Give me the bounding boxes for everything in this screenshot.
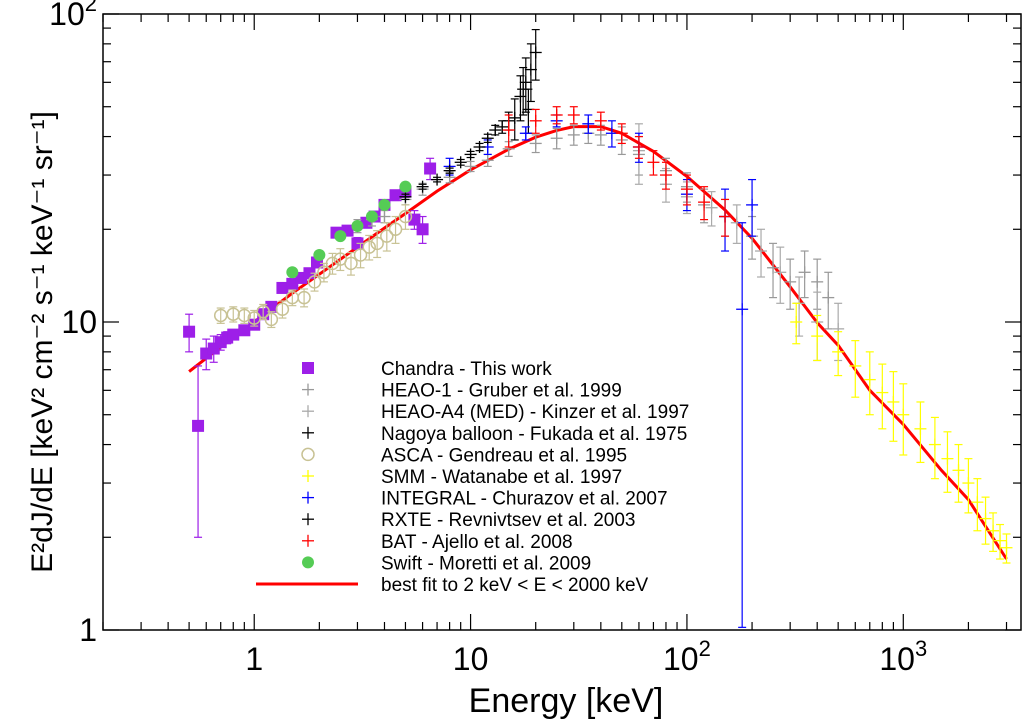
marker-open-circle <box>297 290 311 305</box>
legend-entry: INTEGRAL - Churazov et al. 2007 <box>302 489 668 510</box>
x-tick-label: 10 <box>453 641 489 677</box>
legend-label: ASCA - Gendreau et al. 1995 <box>381 445 627 466</box>
legend-entry-fit: best fit to 2 keV < E < 2000 keV <box>256 575 649 596</box>
marker-square <box>238 324 251 337</box>
y-tick-label: 102 <box>49 0 97 32</box>
x-tick-label-base: 10 <box>663 641 699 677</box>
series-group <box>213 204 413 329</box>
series-group <box>399 111 515 203</box>
marker-filled-circle <box>365 210 378 223</box>
marker-square <box>389 189 402 202</box>
legend-label: Chandra - This work <box>381 359 552 380</box>
marker-filled-circle <box>334 230 347 243</box>
legend-label: Swift - Moretti et al. 2009 <box>381 553 591 574</box>
marker-open-circle <box>362 240 376 254</box>
marker-open-circle <box>226 307 241 321</box>
legend-entry: SMM - Watanabe et al. 1997 <box>302 467 622 488</box>
x-tick-label-base: 1 <box>245 641 263 677</box>
legend-label: HEAO-1 - Gruber et al. 1999 <box>381 381 622 402</box>
y-axis-label: E²dJ/dE [keV² cm⁻² s⁻¹ keV⁻¹ sr⁻¹] <box>26 111 59 573</box>
marker-open-circle <box>247 311 261 325</box>
x-axis-label: Energy [keV] <box>469 682 664 720</box>
legend-label: INTEGRAL - Churazov et al. 2007 <box>381 489 668 510</box>
marker-open-circle <box>237 308 252 323</box>
marker-filled-circle <box>313 249 326 262</box>
marker-open-circle <box>275 302 290 317</box>
marker-square <box>416 223 429 236</box>
x-tick-label-exponent: 3 <box>915 636 927 661</box>
legend-entry: HEAO-A4 (MED) - Kinzer et al. 1997 <box>302 402 689 423</box>
marker-filled-circle <box>302 556 314 569</box>
series-group <box>502 106 732 237</box>
legend-label: BAT - Ajello et al. 2008 <box>381 532 573 553</box>
x-tick-label: 1 <box>245 641 263 677</box>
marker-square <box>302 362 314 374</box>
marker-square <box>183 325 196 338</box>
x-tick-label-base: 10 <box>453 641 489 677</box>
marker-open-circle <box>325 256 340 271</box>
series-group <box>790 302 1013 564</box>
legend-label: RXTE - Revnivtsev et al. 2003 <box>381 510 636 531</box>
marker-open-circle <box>380 229 394 243</box>
legend-entry: ASCA - Gendreau et al. 1995 <box>301 445 627 466</box>
y-tick-label: 10 <box>61 304 97 340</box>
y-tick-label-base: 10 <box>49 0 85 32</box>
legend-entry: Nagoya balloon - Fukada et al. 1975 <box>302 424 687 445</box>
legend-label: SMM - Watanabe et al. 1997 <box>381 467 622 488</box>
legend-entry: RXTE - Revnivtsev et al. 2003 <box>302 510 636 531</box>
marker-open-circle <box>301 447 315 462</box>
y-tick-label-base: 1 <box>79 612 97 648</box>
marker-square <box>192 419 205 432</box>
y-tick-label-base: 10 <box>61 304 97 340</box>
legend-entry: Chandra - This work <box>302 359 552 380</box>
marker-open-circle <box>317 265 331 280</box>
y-tick-label: 1 <box>79 612 97 648</box>
marker-square <box>276 281 289 294</box>
marker-square <box>227 328 240 341</box>
x-tick-label-base: 10 <box>879 641 915 677</box>
marker-open-circle <box>344 256 358 271</box>
series-group <box>443 114 759 628</box>
marker-filled-circle <box>378 198 391 211</box>
marker-square <box>424 162 437 175</box>
marker-open-circle <box>353 248 368 262</box>
marker-filled-circle <box>399 180 412 193</box>
legend-label: HEAO-A4 (MED) - Kinzer et al. 1997 <box>381 402 689 423</box>
marker-filled-circle <box>351 219 364 232</box>
legend-entry: HEAO-1 - Gruber et al. 1999 <box>302 381 622 402</box>
legend-label: best fit to 2 keV < E < 2000 keV <box>381 575 649 596</box>
marker-open-circle <box>398 209 413 224</box>
x-tick-label: 102 <box>663 636 711 677</box>
y-tick-label-exponent: 2 <box>85 0 97 16</box>
legend-entry: BAT - Ajello et al. 2008 <box>302 532 573 553</box>
marker-filled-circle <box>286 266 299 279</box>
data-points-layer <box>183 28 1013 628</box>
x-tick-label: 103 <box>879 636 927 677</box>
series-group <box>508 28 542 141</box>
legend-label: Nagoya balloon - Fukada et al. 1975 <box>381 424 687 445</box>
marker-open-circle <box>370 236 384 251</box>
legend-entry: Swift - Moretti et al. 2009 <box>302 553 591 574</box>
series-group <box>286 180 412 279</box>
x-tick-label-exponent: 2 <box>699 636 711 661</box>
marker-open-circle <box>264 312 279 327</box>
